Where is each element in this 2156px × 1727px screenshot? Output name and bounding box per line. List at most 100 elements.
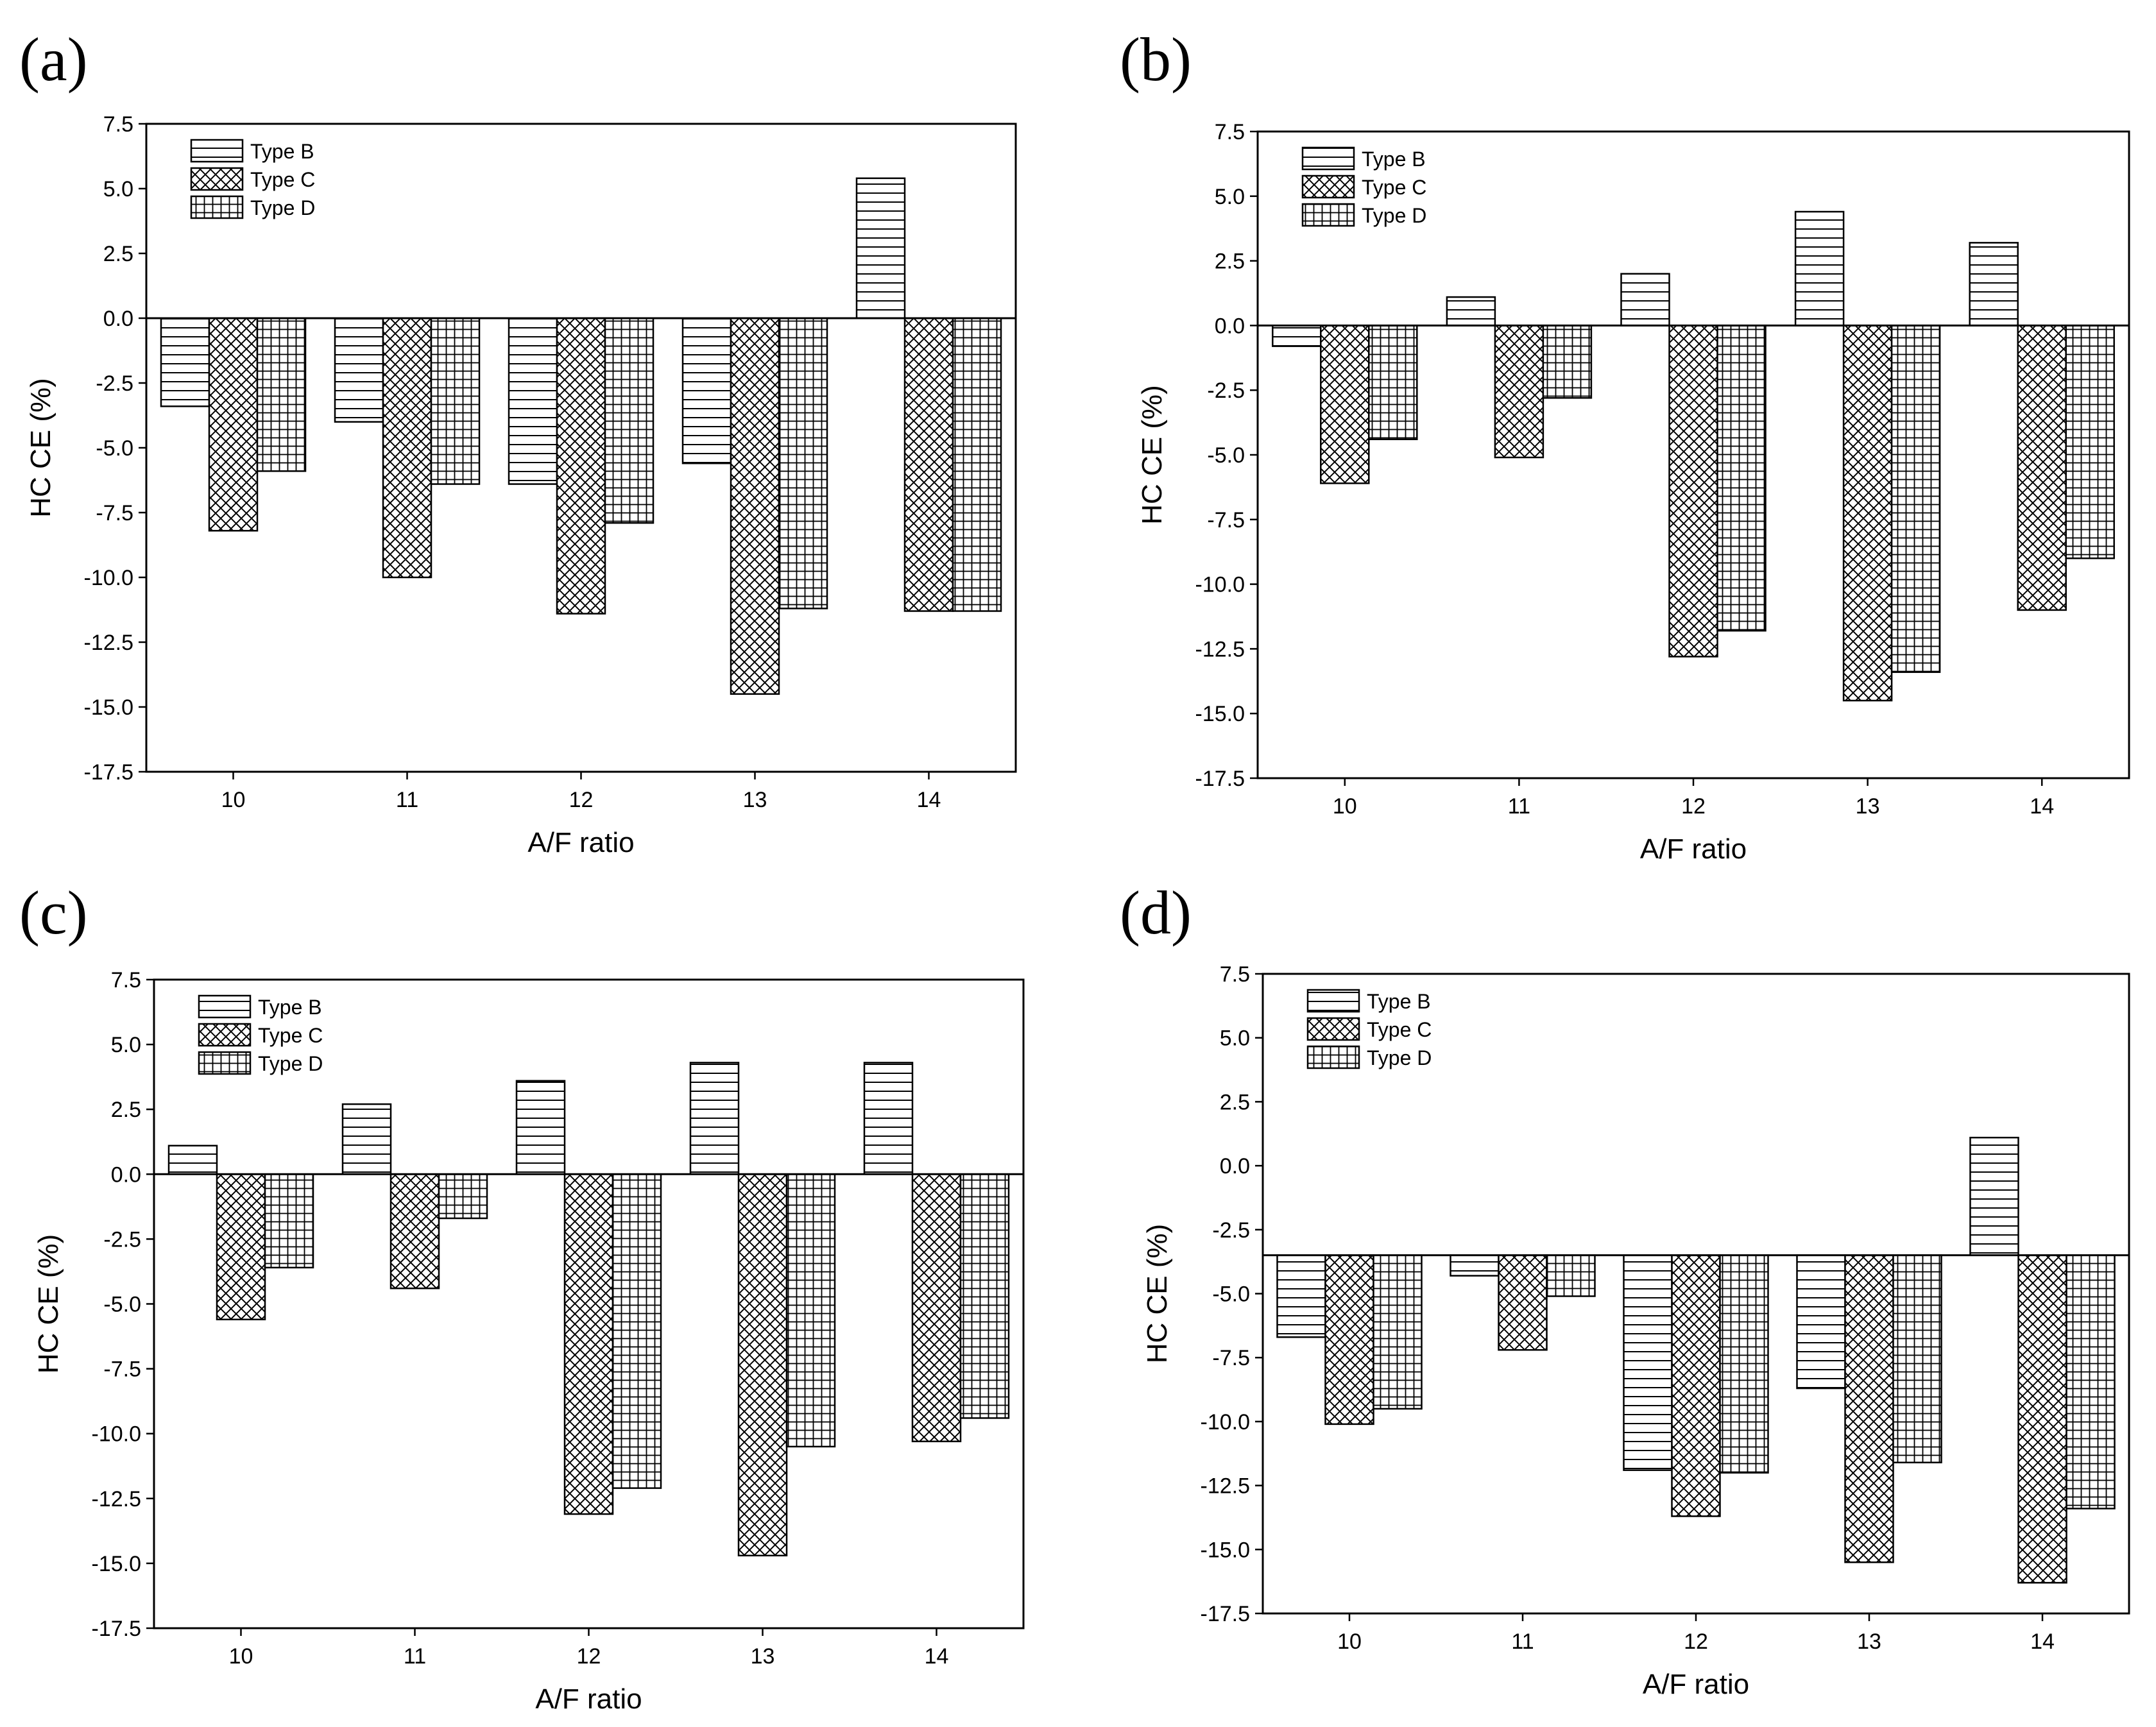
x-tick-label: 13 xyxy=(743,788,767,812)
legend-label: Type B xyxy=(258,996,322,1019)
chart-panel-a: (a) HC CE (%) A/F ratio 7.5 5.0 2.5 0.0 -2.5… xyxy=(19,25,1017,858)
legend-label: Type D xyxy=(250,196,315,219)
x-tick-label: 11 xyxy=(1511,1629,1534,1654)
legend-swatch-type-b xyxy=(1306,989,1360,1013)
legend-swatch-type-d xyxy=(198,1051,252,1075)
bar-type-b-13 xyxy=(681,317,732,464)
bar-type-c-14 xyxy=(2017,325,2067,611)
y-axis-title: HC CE (%) xyxy=(1136,385,1168,525)
bar-type-c-11 xyxy=(382,317,432,579)
y-axis-title: HC CE (%) xyxy=(33,1234,64,1374)
y-tick-label: -10.0 xyxy=(92,1422,142,1447)
y-tick-label: -5.0 xyxy=(1212,1282,1250,1307)
bar-type-d-14 xyxy=(959,1173,1010,1419)
panel-label: (c) xyxy=(19,878,88,947)
bar-type-d-11 xyxy=(1542,325,1593,399)
legend-label: Type B xyxy=(1362,148,1426,171)
bar-type-b-12 xyxy=(515,1080,566,1175)
bar-type-d-10 xyxy=(256,317,307,472)
bar-type-d-11 xyxy=(1546,1254,1596,1297)
y-tick-label: 5.0 xyxy=(111,1033,141,1057)
y-tick-label: -15.0 xyxy=(1195,702,1245,726)
y-tick-label: 0.0 xyxy=(1220,1154,1250,1178)
bar-type-b-14 xyxy=(855,177,906,319)
y-tick-label: 7.5 xyxy=(1215,120,1245,144)
y-tick-label: -7.5 xyxy=(103,1357,141,1382)
y-tick-label: -10.0 xyxy=(1201,1410,1251,1434)
y-tick-label: 7.5 xyxy=(1220,962,1250,987)
x-tick-label: 11 xyxy=(1508,794,1530,819)
bar-type-b-13 xyxy=(689,1062,740,1175)
y-tick-label: -10.0 xyxy=(84,566,134,590)
y-tick-label: 2.5 xyxy=(111,1098,141,1122)
x-tick-label: 10 xyxy=(1337,1629,1362,1654)
y-tick-label: 7.5 xyxy=(103,112,133,137)
bar-type-b-12 xyxy=(1620,273,1670,327)
legend-label: Type D xyxy=(1367,1046,1432,1069)
y-tick-label: -12.5 xyxy=(1195,637,1245,661)
bar-type-b-10 xyxy=(167,1144,218,1175)
bar-type-d-14 xyxy=(952,317,1002,612)
legend-swatch-type-d xyxy=(1306,1045,1360,1069)
y-tick-label: -2.5 xyxy=(1212,1218,1250,1243)
bar-type-c-11 xyxy=(1494,325,1544,459)
y-tick-label: -17.5 xyxy=(1195,767,1245,791)
y-tick-label: 2.5 xyxy=(1215,250,1245,274)
x-axis-title: A/F ratio xyxy=(527,827,634,858)
bar-type-d-10 xyxy=(1373,1254,1423,1410)
x-tick-label: 13 xyxy=(1857,1629,1881,1654)
bar-type-c-11 xyxy=(1498,1254,1548,1351)
legend-label: Type B xyxy=(250,140,314,163)
bar-type-c-14 xyxy=(903,317,954,612)
y-tick-label: 0.0 xyxy=(103,307,133,331)
legend-swatch-type-d xyxy=(190,195,244,219)
legend-label: Type C xyxy=(258,1024,323,1047)
y-tick-label: -17.5 xyxy=(92,1617,142,1641)
x-tick-label: 11 xyxy=(396,788,418,812)
y-tick-label: -7.5 xyxy=(1212,1346,1250,1370)
bar-type-b-11 xyxy=(334,317,384,423)
bar-type-c-10 xyxy=(208,317,259,532)
bar-type-b-12 xyxy=(1623,1254,1673,1471)
plot-area: 7.5 5.0 2.5 0.0 -2.5 -5.0 -7.5 -10.0 -12.5 -15.0 -… xyxy=(92,968,1025,1669)
bar-type-d-10 xyxy=(264,1173,314,1269)
y-tick-label: -5.0 xyxy=(96,436,133,461)
x-tick-label: 12 xyxy=(1684,1629,1708,1654)
bar-type-d-13 xyxy=(1890,325,1941,673)
bar-type-c-10 xyxy=(1320,325,1370,484)
y-tick-label: 5.0 xyxy=(103,177,133,201)
bar-type-d-12 xyxy=(612,1173,662,1489)
plot-area: 7.5 5.0 2.5 0.0 -2.5 -5.0 -7.5 -10.0 -12.5 -15.0 -… xyxy=(1201,962,2130,1654)
bar-type-d-13 xyxy=(1892,1254,1942,1463)
legend-swatch-type-c xyxy=(190,167,244,191)
y-tick-label: -7.5 xyxy=(96,501,133,525)
x-tick-label: 14 xyxy=(925,1644,949,1669)
y-tick-label: 2.5 xyxy=(103,242,133,266)
panel-label: (b) xyxy=(1120,25,1192,94)
y-tick-label: -17.5 xyxy=(1201,1602,1251,1626)
y-tick-label: -2.5 xyxy=(1207,379,1245,403)
plot-area: 7.5 5.0 2.5 0.0 -2.5 -5.0 -7.5 -10.0 -12.5 -15.0 -… xyxy=(84,112,1017,812)
x-tick-label: 12 xyxy=(1681,794,1706,819)
legend-swatch-type-c xyxy=(198,1023,252,1047)
bar-type-b-14 xyxy=(1969,1136,2019,1256)
bar-type-c-14 xyxy=(911,1173,962,1443)
x-tick-label: 13 xyxy=(1856,794,1880,819)
x-tick-label: 13 xyxy=(751,1644,775,1669)
bar-type-d-14 xyxy=(2065,325,2115,559)
legend-label: Type D xyxy=(1362,204,1426,227)
y-axis-title: HC CE (%) xyxy=(25,378,56,518)
bar-type-c-13 xyxy=(730,317,780,695)
bar-type-c-12 xyxy=(556,317,606,615)
bar-type-d-11 xyxy=(438,1173,488,1220)
legend-swatch-type-c xyxy=(1301,174,1355,199)
y-tick-label: 7.5 xyxy=(111,968,141,992)
y-tick-label: -17.5 xyxy=(84,760,134,785)
x-axis-title: A/F ratio xyxy=(1640,833,1747,865)
x-axis-title: A/F ratio xyxy=(1643,1669,1749,1700)
legend-swatch-type-d xyxy=(1301,203,1355,227)
legend-label: Type C xyxy=(1362,176,1426,199)
x-tick-label: 14 xyxy=(917,788,941,812)
bar-type-c-13 xyxy=(1842,325,1893,702)
